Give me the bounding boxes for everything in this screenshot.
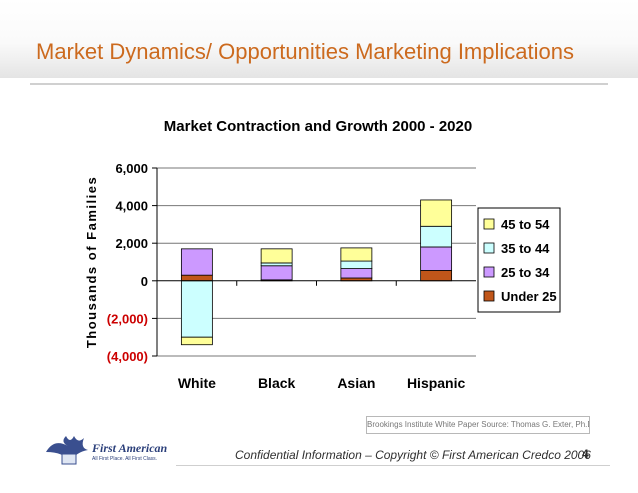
bar-hispanic-35-to-44 — [420, 225, 453, 248]
bar-asian-25-to-34 — [340, 268, 373, 279]
legend-label: 45 to 54 — [501, 217, 550, 232]
logo-wordmark: First American — [92, 441, 168, 455]
stacked-bar-chart: Market Contraction and Growth 2000 - 202… — [84, 118, 561, 391]
axes — [152, 167, 476, 357]
footer-copyright: Confidential Information – Copyright © F… — [235, 448, 591, 462]
y-tick-label: 6,000 — [115, 161, 148, 176]
legend-label: 25 to 34 — [501, 265, 550, 280]
x-tick-label: Asian — [337, 375, 375, 391]
legend-label: 35 to 44 — [501, 241, 550, 256]
footer-divider — [176, 465, 610, 466]
bar-group — [180, 199, 453, 346]
page-number: 4 — [582, 447, 589, 461]
x-tick-label: Black — [258, 375, 296, 391]
bar-hispanic-under-25 — [420, 270, 453, 282]
bar-black-45-to-54 — [260, 248, 293, 264]
bar-white-35-to-44 — [180, 280, 213, 338]
legend-label: Under 25 — [501, 289, 557, 304]
y-tick-label: 2,000 — [115, 236, 148, 251]
y-tick-labels: 6,000 4,000 2,000 0 (2,000) (4,000) — [107, 161, 148, 364]
x-tick-label: Hispanic — [407, 375, 466, 391]
chart-title: Market Contraction and Growth 2000 - 202… — [164, 118, 472, 135]
y-axis-label: Thousands of Families — [84, 176, 99, 348]
title-divider — [30, 83, 608, 85]
legend-swatch — [483, 242, 495, 254]
y-tick-label: 0 — [141, 274, 148, 289]
slide-title: Market Dynamics/ Opportunities Marketing… — [36, 39, 574, 64]
source-note: Brookings Institute White Paper Source: … — [366, 416, 590, 434]
bar-asian-35-to-44 — [340, 260, 373, 269]
title-band — [0, 0, 638, 78]
x-tick-labels: White Black Asian Hispanic — [178, 375, 466, 391]
x-tick-label: White — [178, 375, 216, 391]
y-tick-label: (2,000) — [107, 311, 148, 326]
bar-hispanic-25-to-34 — [420, 246, 453, 271]
bar-hispanic-45-to-54 — [420, 199, 453, 227]
legend-swatch — [483, 218, 495, 230]
legend-swatch — [483, 290, 495, 302]
bar-white-25-to-34 — [180, 248, 213, 276]
bar-white-45-to-54 — [180, 336, 213, 346]
bar-white-under-25 — [180, 274, 213, 282]
y-tick-label: (4,000) — [107, 349, 148, 364]
legend-swatch — [483, 266, 495, 278]
bar-black-25-to-34 — [260, 265, 293, 281]
y-tick-label: 4,000 — [115, 199, 148, 214]
bar-black-35-to-44 — [260, 262, 293, 267]
first-american-eagle-logo — [46, 436, 88, 465]
bar-asian-45-to-54 — [340, 247, 373, 262]
logo-tagline: All First Place. All First Class. — [92, 456, 158, 462]
legend: 45 to 54 35 to 44 25 to 34 Under 25 — [477, 207, 561, 313]
